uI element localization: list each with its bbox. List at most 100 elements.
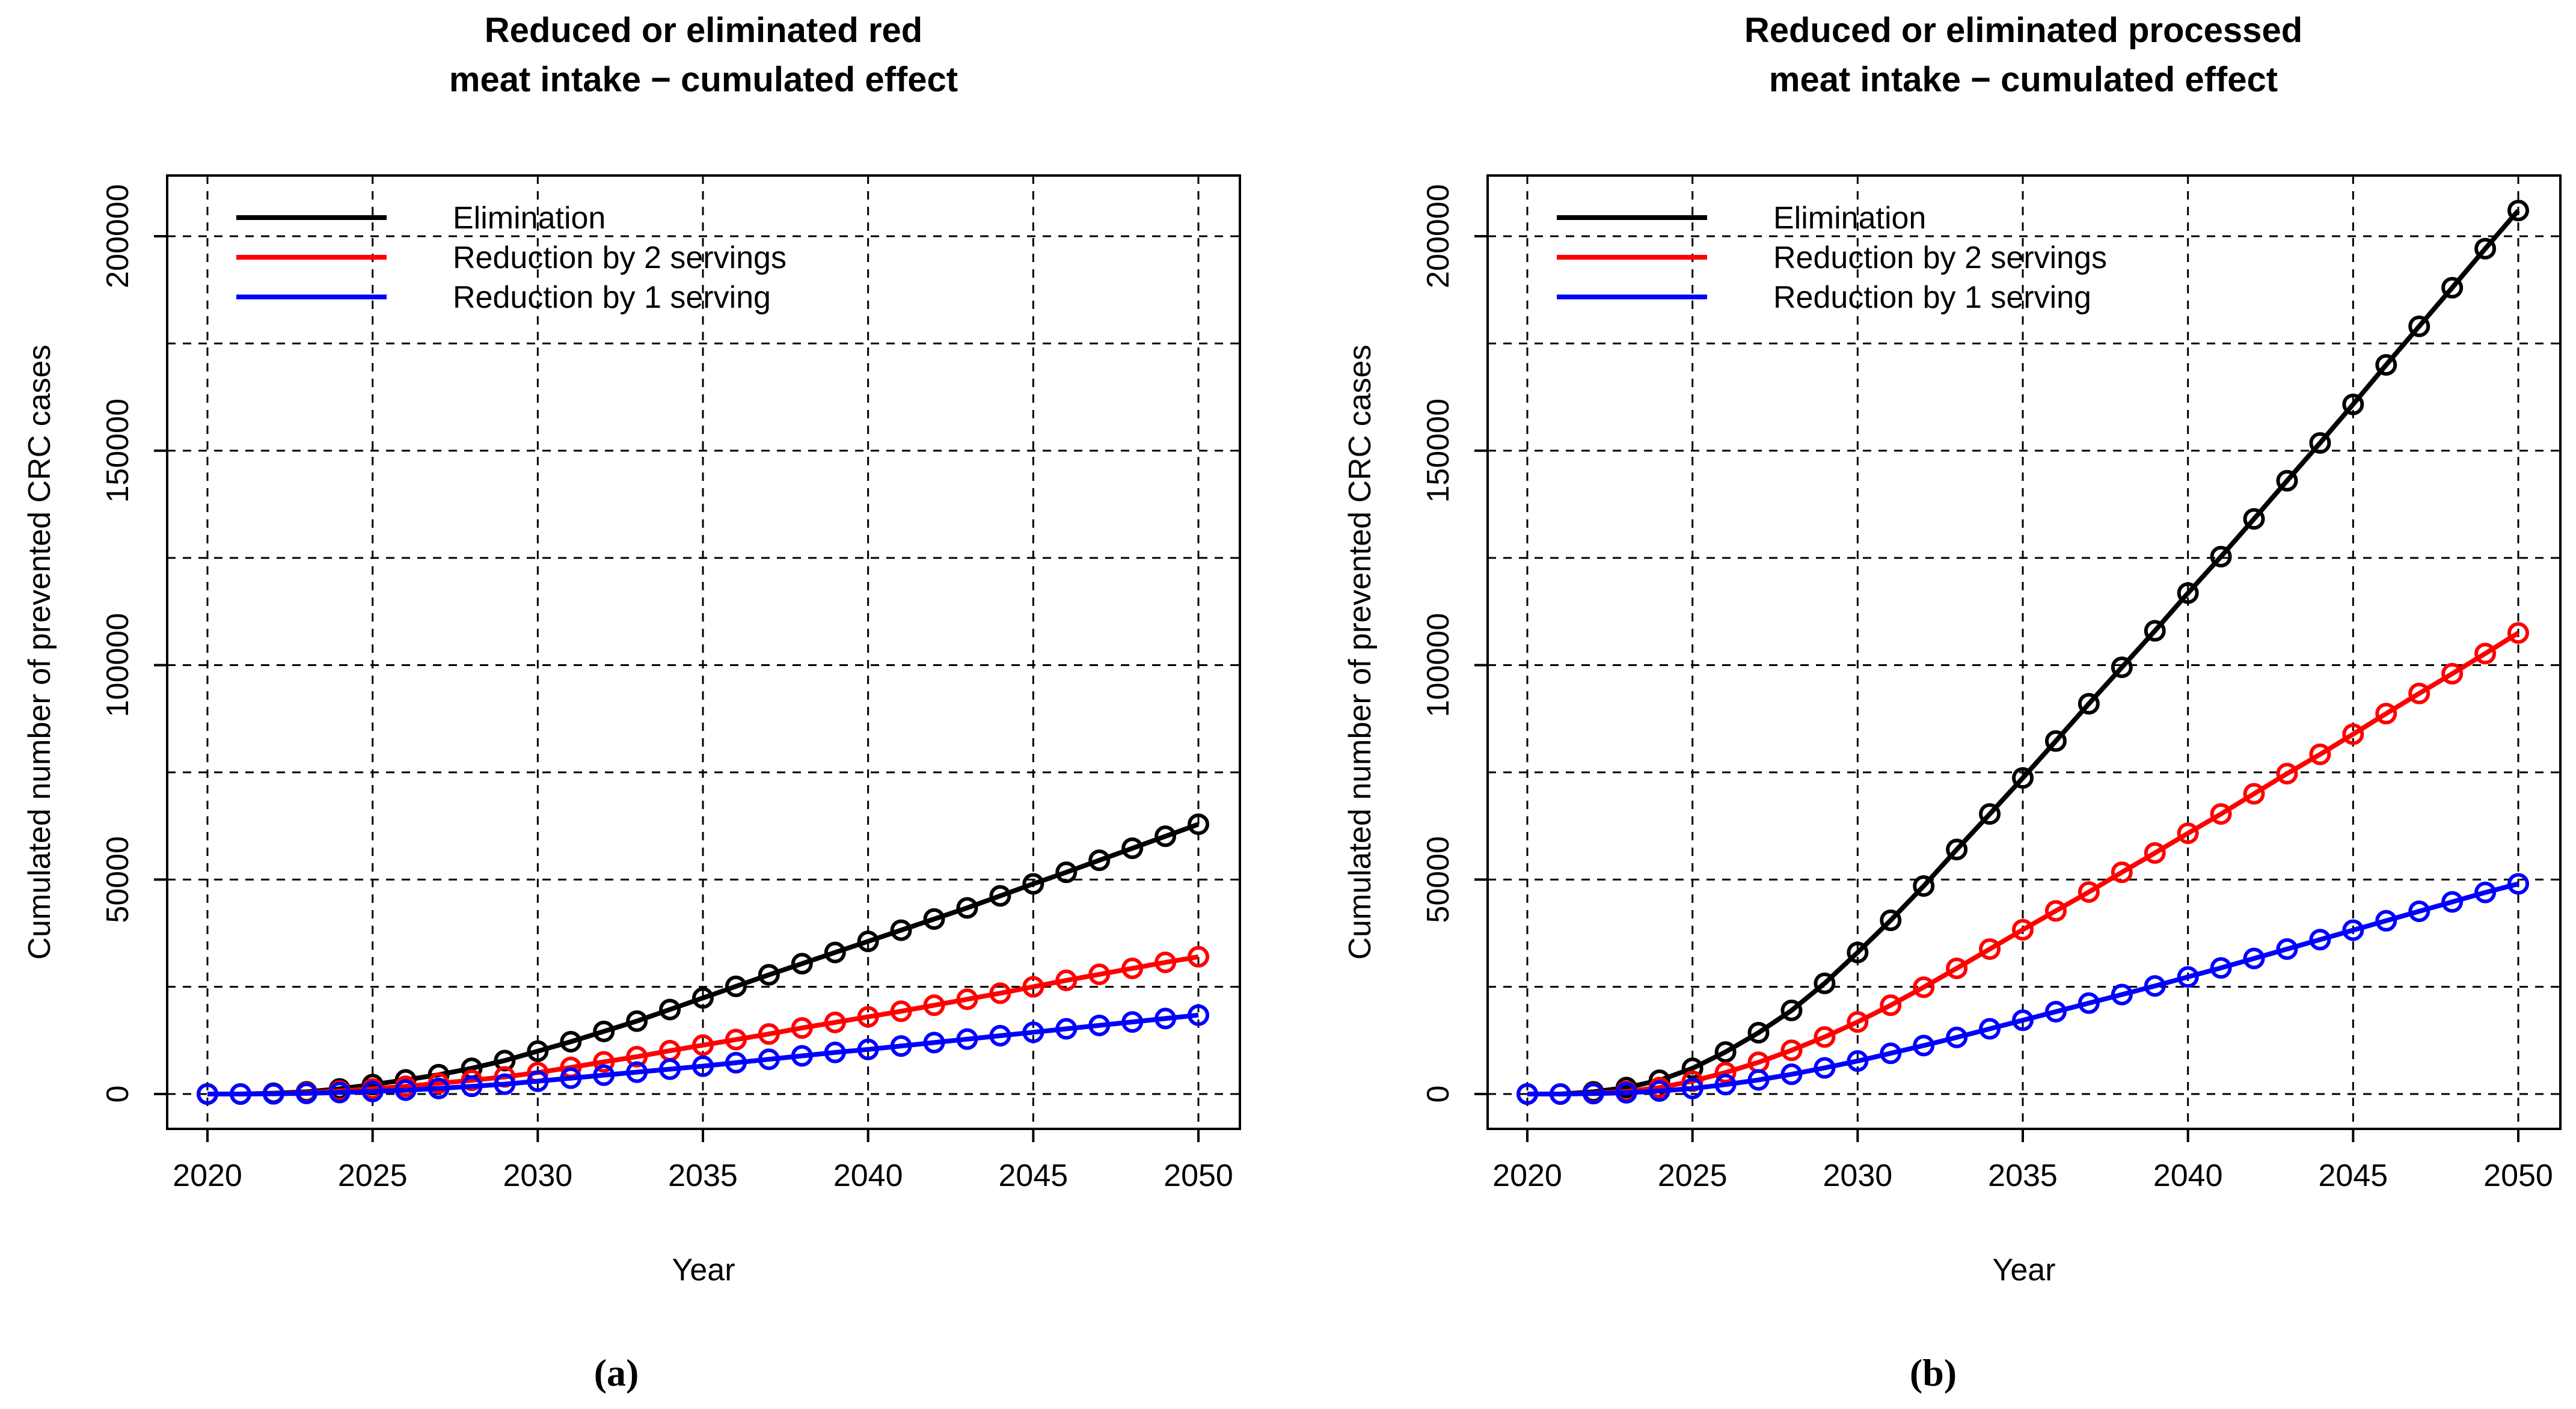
data-point — [1714, 1074, 1737, 1096]
data-point — [2507, 622, 2529, 644]
data-point — [361, 1080, 384, 1102]
data-point — [824, 941, 846, 964]
data-point — [758, 1023, 780, 1045]
data-point — [2342, 919, 2364, 941]
data-point — [1880, 1042, 1902, 1065]
legend-label: Reduction by 1 serving — [1773, 280, 2091, 315]
data-point — [1714, 1062, 1737, 1084]
chart-panel-b: Reduced or eliminated processed meat inta… — [1343, 11, 2562, 1394]
x-tick-label: 2030 — [1823, 1158, 1892, 1193]
data-point — [890, 919, 912, 941]
data-point — [890, 1000, 912, 1022]
data-point — [2441, 277, 2464, 299]
x-tick-label: 2045 — [2318, 1158, 2388, 1193]
data-point — [1979, 1018, 2001, 1040]
legend-label: Reduction by 2 servings — [1773, 240, 2107, 275]
data-point — [2342, 723, 2364, 745]
data-point — [1516, 1083, 1538, 1105]
data-point — [2044, 1001, 2067, 1023]
data-point — [1913, 976, 1935, 998]
x-tick-label: 2030 — [503, 1158, 572, 1193]
data-point — [2111, 983, 2133, 1006]
data-point — [956, 897, 978, 919]
grid-lines — [167, 176, 1240, 1129]
data-point — [1121, 1011, 1144, 1033]
data-point — [2111, 656, 2133, 679]
data-point — [2408, 315, 2430, 337]
x-axis-label: Year — [1992, 1253, 2055, 1288]
data-point — [2012, 1009, 2034, 1032]
data-point — [2012, 767, 2034, 789]
data-point — [1847, 1050, 1869, 1072]
data-point — [626, 1010, 648, 1032]
data-point — [2408, 682, 2430, 704]
y-tick-label: 200000 — [1421, 184, 1456, 289]
data-point — [527, 1040, 549, 1062]
series-line — [207, 954, 1199, 1096]
y-tick-label: 150000 — [1421, 399, 1456, 503]
data-point — [2474, 881, 2497, 903]
y-axis-label: Cumulated number of prevented CRC cases — [1343, 344, 1378, 959]
data-point — [2276, 938, 2298, 960]
data-point — [2243, 947, 2265, 970]
data-point — [2375, 703, 2397, 725]
data-point — [2243, 783, 2265, 805]
data-point — [989, 982, 1011, 1004]
data-point — [1714, 1041, 1737, 1063]
data-point — [626, 1045, 648, 1068]
data-point — [725, 1051, 747, 1074]
data-point — [824, 1011, 846, 1033]
data-point — [2210, 957, 2232, 979]
data-point — [1946, 1026, 1968, 1048]
data-point — [1847, 941, 1869, 964]
data-point — [2111, 861, 2133, 884]
data-point — [1780, 1039, 1803, 1062]
data-point — [2342, 393, 2364, 415]
data-point — [1055, 861, 1078, 884]
y-axis-label: Cumulated number of prevented CRC cases — [22, 344, 57, 959]
data-point — [2078, 692, 2100, 715]
data-point — [2177, 966, 2199, 988]
data-point — [1681, 1057, 1704, 1080]
data-point — [1121, 837, 1144, 860]
legend: Elimination Reduction by 2 servings Reduct… — [236, 201, 787, 315]
data-point — [560, 1030, 582, 1053]
data-point — [1188, 1004, 1209, 1026]
data-point — [2044, 730, 2067, 752]
data-point — [2243, 508, 2265, 530]
grid-lines — [1488, 176, 2560, 1129]
data-point — [2474, 643, 2497, 665]
data-point — [2474, 237, 2497, 260]
data-point — [791, 1045, 813, 1067]
y-tick-label: 50000 — [100, 836, 135, 923]
data-point — [197, 1083, 218, 1105]
data-point — [1022, 873, 1044, 895]
data-point — [956, 1028, 978, 1050]
x-tick-label: 2040 — [833, 1158, 903, 1193]
data-point — [2309, 432, 2331, 454]
x-tick-label: 2020 — [173, 1158, 242, 1193]
legend-label: Reduction by 2 servings — [453, 240, 787, 275]
chart-title-line-2: meat intake − cumulated effect — [1769, 60, 2278, 99]
data-point — [1022, 1021, 1044, 1044]
data-point — [1155, 951, 1177, 973]
series-elimination — [1516, 200, 2529, 1105]
data-point — [1549, 1083, 1571, 1105]
data-point — [1847, 1011, 1869, 1033]
data-point — [2375, 909, 2397, 932]
data-point — [1880, 994, 1902, 1016]
data-point — [791, 1017, 813, 1039]
series-reduction-by-1-serving — [1516, 873, 2529, 1105]
data-point — [2276, 469, 2298, 492]
data-point — [923, 908, 945, 930]
data-point — [2507, 873, 2529, 895]
data-point — [2507, 200, 2529, 222]
y-tick-label: 100000 — [1421, 613, 1456, 718]
data-point — [1979, 938, 2001, 960]
data-point — [2012, 918, 2034, 941]
data-point — [560, 1067, 582, 1089]
data-point — [2078, 881, 2100, 903]
data-point — [1747, 1069, 1770, 1091]
data-point — [2441, 662, 2464, 685]
